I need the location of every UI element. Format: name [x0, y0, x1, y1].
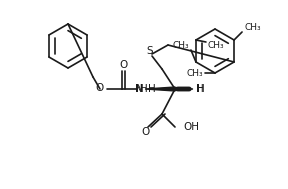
Text: H: H	[140, 84, 148, 94]
Polygon shape	[145, 87, 175, 91]
Text: N: N	[136, 84, 144, 94]
Text: N: N	[135, 84, 143, 94]
Text: CH₃: CH₃	[186, 68, 203, 77]
Text: H: H	[148, 84, 156, 94]
Text: H: H	[196, 84, 204, 94]
Text: H: H	[197, 84, 205, 94]
Polygon shape	[175, 88, 193, 91]
Text: CH₃: CH₃	[172, 40, 189, 50]
Text: S: S	[147, 46, 153, 56]
Text: CH₃: CH₃	[208, 42, 225, 50]
Text: O: O	[120, 60, 128, 70]
Text: O: O	[142, 127, 150, 137]
Text: O: O	[96, 83, 104, 93]
Text: OH: OH	[183, 122, 199, 132]
Text: CH₃: CH₃	[244, 23, 261, 33]
